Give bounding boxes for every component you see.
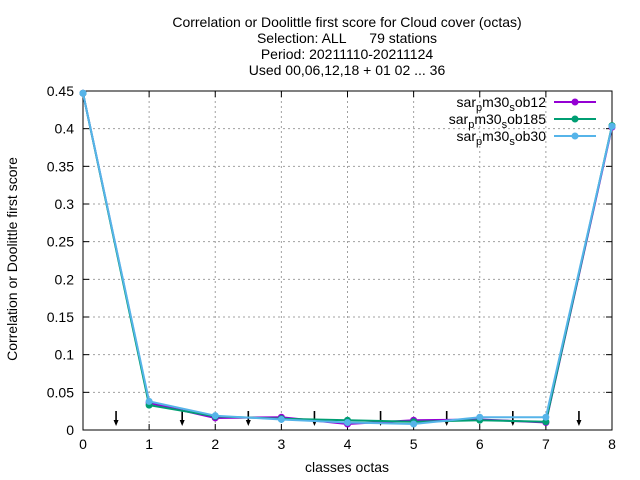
arrow-marker <box>113 411 119 426</box>
series-group <box>79 89 616 428</box>
data-point <box>542 413 550 421</box>
data-point <box>145 397 153 405</box>
data-point <box>476 413 484 421</box>
arrow-head <box>576 420 582 426</box>
legend-label: sarpm30sob12 <box>457 94 547 114</box>
x-tick-label: 3 <box>277 436 285 452</box>
arrow-marker <box>510 411 516 426</box>
grid <box>83 91 612 430</box>
series-3 <box>79 89 616 428</box>
y-tick-label: 0.1 <box>55 347 75 363</box>
y-tick-label: 0.25 <box>47 234 74 250</box>
data-point <box>211 412 219 420</box>
title-line-1: Correlation or Doolittle first score for… <box>172 14 521 30</box>
legend-entry: sarpm30sob185 <box>449 111 596 131</box>
y-tick-label: 0.35 <box>47 158 74 174</box>
arrow-head <box>245 420 251 426</box>
x-tick-label: 5 <box>410 436 418 452</box>
y-tick-label: 0.3 <box>55 196 75 212</box>
legend-swatch-point <box>571 98 579 106</box>
legend-swatch-point <box>571 115 579 123</box>
x-tick-label: 6 <box>476 436 484 452</box>
data-point <box>410 420 418 428</box>
y-tick-label: 0 <box>66 422 74 438</box>
x-tick-label: 7 <box>542 436 550 452</box>
x-tick-label: 4 <box>344 436 352 452</box>
y-tick-label: 0.05 <box>47 384 74 400</box>
arrow-marker <box>179 411 185 426</box>
title-line-4: Used 00,06,12,18 + 01 02 ... 36 <box>249 62 446 78</box>
legend-entry: sarpm30sob30 <box>457 128 596 148</box>
legend-label: sarpm30sob185 <box>449 111 546 131</box>
data-point <box>608 122 616 130</box>
arrow-marker <box>576 411 582 426</box>
arrow-marker <box>444 411 450 426</box>
legend-entry: sarpm30sob12 <box>457 94 596 114</box>
y-tick-label: 0.15 <box>47 309 74 325</box>
x-tick-label: 8 <box>608 436 616 452</box>
x-axis-label: classes octas <box>305 459 389 475</box>
title-line-2: Selection: ALL 79 stations <box>257 30 437 46</box>
y-axis-label: Correlation or Doolittle first score <box>4 157 20 361</box>
x-tick-label: 1 <box>145 436 153 452</box>
y-tick-label: 0.45 <box>47 83 74 99</box>
data-point <box>277 415 285 423</box>
legend-label: sarpm30sob30 <box>457 128 547 148</box>
x-tick-label: 2 <box>211 436 219 452</box>
chart-title: Correlation or Doolittle first score for… <box>172 14 521 78</box>
x-tick-label: 0 <box>79 436 87 452</box>
legend-swatch-point <box>571 132 579 140</box>
arrow-head <box>179 420 185 426</box>
y-tick-label: 0.2 <box>55 271 75 287</box>
axes: 0 0.05 0.1 0.15 0.2 0.25 0.3 0.35 0.4 0.45 0 1 2 3 4 5 6… <box>47 83 616 452</box>
y-tick-label: 0.4 <box>55 121 75 137</box>
data-point <box>344 418 351 426</box>
arrow-head <box>113 420 119 426</box>
title-line-3: Period: 20211110-20211124 <box>261 46 434 62</box>
data-point <box>79 89 87 97</box>
